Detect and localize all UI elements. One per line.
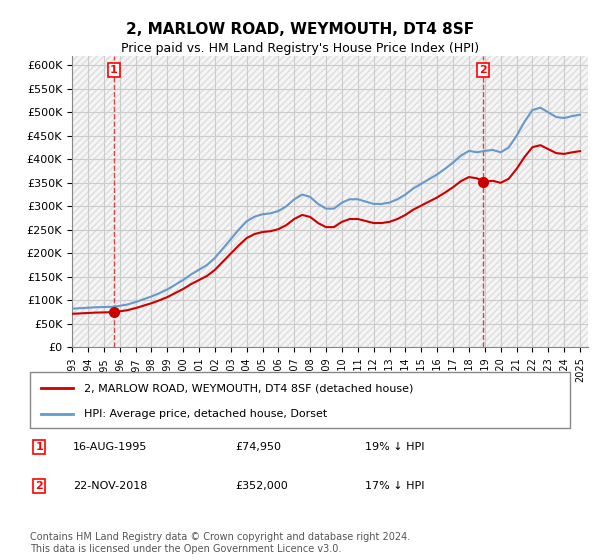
- Text: 17% ↓ HPI: 17% ↓ HPI: [365, 481, 424, 491]
- Text: 2, MARLOW ROAD, WEYMOUTH, DT4 8SF: 2, MARLOW ROAD, WEYMOUTH, DT4 8SF: [126, 22, 474, 38]
- Text: 2: 2: [35, 481, 43, 491]
- Text: 2: 2: [479, 65, 487, 74]
- Text: Price paid vs. HM Land Registry's House Price Index (HPI): Price paid vs. HM Land Registry's House …: [121, 42, 479, 55]
- Text: 2, MARLOW ROAD, WEYMOUTH, DT4 8SF (detached house): 2, MARLOW ROAD, WEYMOUTH, DT4 8SF (detac…: [84, 383, 413, 393]
- Text: £74,950: £74,950: [235, 442, 281, 452]
- Text: 22-NOV-2018: 22-NOV-2018: [73, 481, 148, 491]
- Text: 16-AUG-1995: 16-AUG-1995: [73, 442, 148, 452]
- Text: 1: 1: [110, 65, 118, 74]
- Text: Contains HM Land Registry data © Crown copyright and database right 2024.
This d: Contains HM Land Registry data © Crown c…: [30, 532, 410, 554]
- Text: 19% ↓ HPI: 19% ↓ HPI: [365, 442, 424, 452]
- Text: £352,000: £352,000: [235, 481, 288, 491]
- Text: 1: 1: [35, 442, 43, 452]
- FancyBboxPatch shape: [30, 372, 570, 428]
- Text: HPI: Average price, detached house, Dorset: HPI: Average price, detached house, Dors…: [84, 409, 327, 419]
